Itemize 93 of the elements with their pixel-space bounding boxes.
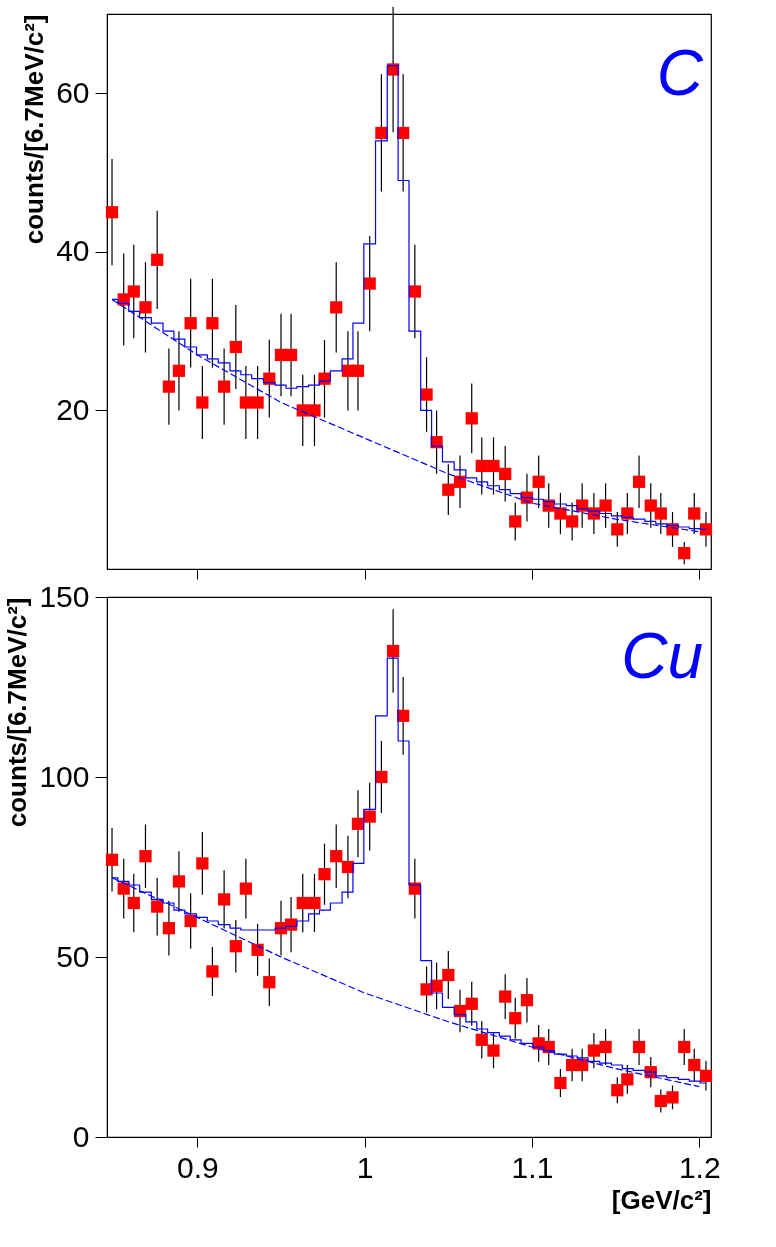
point <box>105 206 119 219</box>
point <box>554 1076 567 1090</box>
y-axis-title: counts/[6.7MeV/c²] <box>2 597 33 828</box>
point <box>363 810 376 823</box>
point <box>218 380 231 393</box>
point <box>678 1040 691 1054</box>
point <box>509 1012 522 1025</box>
point <box>172 364 186 377</box>
y-tick-label: 60 <box>56 75 90 109</box>
point <box>644 499 657 512</box>
point <box>611 1084 624 1097</box>
point <box>151 253 164 266</box>
y-tick-label: 50 <box>56 939 90 973</box>
x-tick-label: 1 <box>356 1150 374 1184</box>
point <box>375 770 388 784</box>
point <box>229 340 242 354</box>
point <box>308 404 321 417</box>
y-tick-label: 100 <box>39 759 90 793</box>
x-tick-label: 1.2 <box>678 1150 721 1184</box>
point <box>151 900 164 913</box>
annotation: C <box>656 37 704 109</box>
point <box>251 943 264 956</box>
point <box>654 1094 667 1108</box>
point <box>239 882 252 895</box>
point <box>499 990 512 1003</box>
point <box>487 459 500 473</box>
point <box>465 997 478 1010</box>
point <box>654 507 667 520</box>
point <box>184 317 197 330</box>
point <box>172 875 186 888</box>
point <box>532 475 545 488</box>
point <box>554 507 567 520</box>
point <box>184 914 197 928</box>
point <box>139 301 152 314</box>
point <box>566 515 579 528</box>
point <box>162 380 176 393</box>
point <box>196 396 209 409</box>
point <box>699 523 713 536</box>
point <box>688 1058 701 1072</box>
point <box>251 396 264 409</box>
point <box>699 1069 713 1082</box>
point <box>105 853 119 866</box>
point <box>632 475 646 488</box>
y-tick-label: 0 <box>72 1119 90 1153</box>
point <box>442 483 455 496</box>
y-axis-title: counts/[6.7MeV/c²] <box>19 14 50 245</box>
point <box>206 965 219 978</box>
point <box>375 126 388 140</box>
point <box>587 1044 600 1057</box>
point <box>351 364 365 377</box>
point <box>308 896 321 910</box>
point <box>218 893 231 906</box>
point <box>678 547 691 560</box>
point <box>499 467 512 480</box>
point <box>229 940 242 953</box>
point <box>688 507 701 520</box>
point <box>330 301 343 314</box>
annotation: Cu <box>621 620 703 692</box>
point <box>239 396 252 409</box>
point <box>162 922 176 935</box>
point <box>611 523 624 536</box>
point <box>475 1033 488 1046</box>
point <box>206 317 219 330</box>
point <box>420 388 433 401</box>
point <box>632 1040 646 1054</box>
point <box>599 1040 612 1054</box>
point <box>621 1073 634 1086</box>
point <box>196 857 209 870</box>
point <box>408 285 421 298</box>
point <box>465 412 478 425</box>
y-tick-label: 40 <box>56 234 90 268</box>
point <box>330 850 343 863</box>
point <box>139 850 152 863</box>
point <box>599 499 612 512</box>
point <box>509 515 522 528</box>
point <box>386 644 400 658</box>
point <box>666 1091 679 1104</box>
x-tick-label: 0.9 <box>176 1150 219 1184</box>
x-axis-title: [GeV/c²] <box>611 1184 712 1215</box>
point <box>318 868 331 881</box>
point <box>117 882 130 895</box>
point <box>284 348 298 362</box>
point <box>520 994 534 1007</box>
point <box>442 968 455 982</box>
x-tick-label: 1.1 <box>511 1150 554 1184</box>
point <box>363 277 376 290</box>
point <box>127 896 140 910</box>
point <box>487 1044 500 1057</box>
point <box>263 976 276 989</box>
y-tick-label: 20 <box>56 392 90 426</box>
y-tick-label: 150 <box>39 579 90 613</box>
point <box>127 285 140 298</box>
point <box>430 979 443 992</box>
